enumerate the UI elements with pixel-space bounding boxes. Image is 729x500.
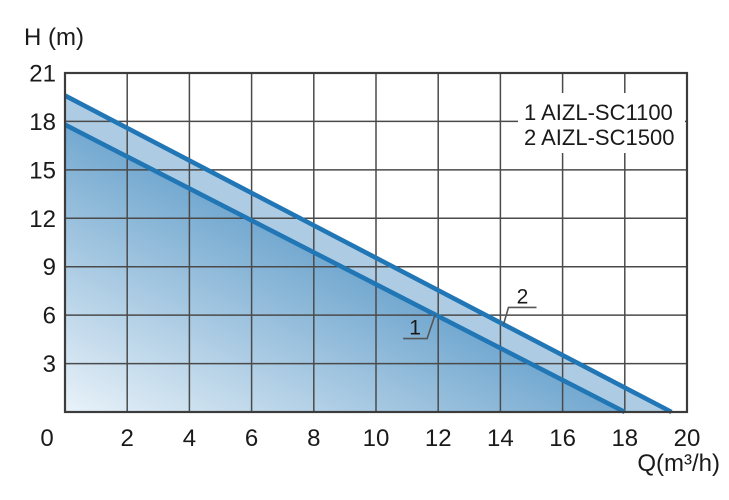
x-tick-label: 14 [487,425,514,452]
y-tick-label: 6 [43,303,56,330]
y-tick-label: 18 [29,109,56,136]
x-axis-title: Q(m³/h) [637,450,720,477]
curve-callout-2: 2 [502,285,537,325]
plot-border [63,71,689,414]
legend-item-aizl-sc1500: 2 AIZL-SC1500 [524,125,675,150]
x-tick-label: 20 [674,425,701,452]
x-tick-label: 2 [121,425,134,452]
y-tick-label: 3 [43,351,56,378]
y-tick-label: 9 [43,254,56,281]
x-tick-label: 0 [40,425,53,452]
curve-callout-1: 1 [403,314,436,340]
x-tick-label: 6 [245,425,258,452]
x-tick-label: 16 [549,425,576,452]
curve-aizl-sc1500 [63,93,673,415]
legend: 1 AIZL-SC1100 2 AIZL-SC1500 [518,93,685,153]
callout-label-2: 2 [517,285,529,308]
curve-aizl-sc1100 [63,122,626,415]
y-tick-labels: 3 6 9 12 15 18 21 [29,61,56,379]
x-tick-label: 10 [363,425,390,452]
x-tick-label: 18 [611,425,638,452]
y-axis-title: H (m) [24,24,84,51]
y-tick-label: 21 [29,61,56,88]
x-tick-labels: 0 2 4 6 8 10 12 14 16 18 20 [40,425,700,452]
y-tick-label: 15 [29,157,56,184]
legend-item-aizl-sc1100: 1 AIZL-SC1100 [524,100,673,125]
callout-label-1: 1 [409,317,421,340]
x-tick-label: 12 [425,425,452,452]
x-tick-label: 8 [307,425,320,452]
x-tick-label: 4 [183,425,196,452]
y-tick-label: 12 [29,206,56,233]
